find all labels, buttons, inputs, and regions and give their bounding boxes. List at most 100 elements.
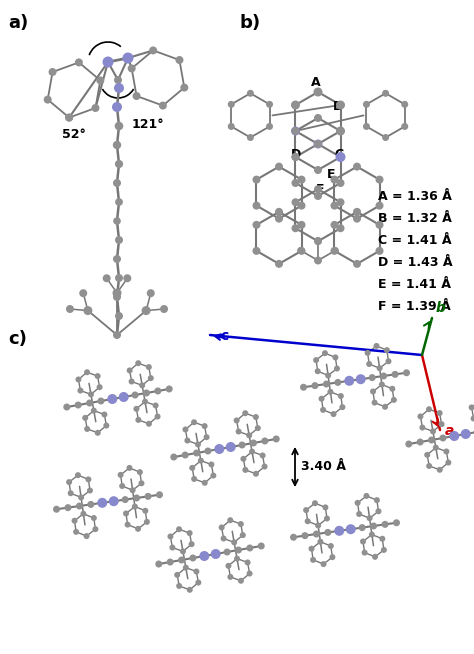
Circle shape: [298, 247, 306, 255]
Circle shape: [75, 402, 82, 409]
Circle shape: [314, 166, 322, 174]
Circle shape: [428, 436, 435, 443]
Circle shape: [92, 526, 99, 532]
Circle shape: [84, 426, 90, 432]
Circle shape: [113, 293, 121, 301]
Circle shape: [353, 260, 361, 268]
Circle shape: [330, 176, 338, 184]
Circle shape: [180, 84, 188, 92]
Text: F = 1.39 Å: F = 1.39 Å: [378, 300, 451, 313]
Circle shape: [374, 497, 380, 503]
Circle shape: [469, 404, 474, 411]
Circle shape: [167, 534, 173, 540]
Circle shape: [114, 76, 122, 84]
Circle shape: [245, 559, 251, 566]
Circle shape: [115, 236, 123, 244]
Circle shape: [184, 438, 191, 443]
Circle shape: [85, 476, 91, 483]
Circle shape: [107, 394, 117, 404]
Circle shape: [202, 480, 208, 486]
Circle shape: [253, 414, 259, 420]
Circle shape: [375, 221, 383, 229]
Circle shape: [332, 354, 338, 360]
Circle shape: [48, 68, 56, 76]
Circle shape: [313, 357, 319, 363]
Circle shape: [190, 555, 196, 562]
Circle shape: [135, 360, 141, 366]
Circle shape: [337, 153, 345, 161]
Circle shape: [115, 160, 123, 168]
Circle shape: [471, 415, 474, 422]
Circle shape: [146, 421, 152, 427]
Circle shape: [91, 515, 97, 521]
Circle shape: [401, 123, 408, 130]
Text: B: B: [333, 100, 342, 113]
Circle shape: [68, 490, 73, 496]
Circle shape: [430, 428, 436, 434]
Circle shape: [122, 52, 134, 63]
Circle shape: [379, 536, 385, 542]
Circle shape: [360, 538, 366, 545]
Circle shape: [370, 388, 376, 394]
Circle shape: [253, 247, 261, 255]
Text: C = 1.41 Å: C = 1.41 Å: [378, 233, 452, 247]
Circle shape: [209, 462, 214, 468]
Circle shape: [242, 467, 248, 473]
Circle shape: [353, 163, 361, 171]
Circle shape: [385, 358, 392, 364]
Circle shape: [329, 554, 336, 560]
Circle shape: [178, 557, 185, 564]
Circle shape: [314, 114, 322, 122]
Circle shape: [127, 465, 132, 471]
Circle shape: [95, 373, 100, 379]
Circle shape: [87, 501, 94, 508]
Circle shape: [382, 134, 389, 141]
Circle shape: [303, 507, 309, 513]
Circle shape: [323, 381, 330, 388]
Circle shape: [310, 557, 316, 563]
Circle shape: [315, 523, 321, 528]
Circle shape: [337, 224, 345, 232]
Circle shape: [91, 104, 100, 112]
Text: A: A: [311, 76, 321, 89]
Circle shape: [64, 404, 70, 411]
Circle shape: [198, 458, 204, 464]
Circle shape: [247, 134, 254, 141]
Circle shape: [328, 388, 333, 395]
Circle shape: [382, 90, 389, 97]
Circle shape: [300, 384, 307, 390]
Circle shape: [381, 547, 387, 553]
Circle shape: [189, 465, 195, 471]
Circle shape: [365, 350, 371, 356]
Circle shape: [356, 511, 362, 517]
Circle shape: [253, 471, 259, 477]
Circle shape: [292, 198, 300, 206]
Text: E = 1.41 Å: E = 1.41 Å: [378, 277, 451, 290]
Circle shape: [113, 217, 121, 225]
Circle shape: [275, 163, 283, 171]
Circle shape: [369, 532, 375, 538]
Circle shape: [336, 101, 345, 109]
Circle shape: [149, 46, 157, 54]
Circle shape: [275, 260, 283, 268]
Circle shape: [142, 398, 148, 405]
Circle shape: [227, 517, 233, 523]
Circle shape: [72, 518, 78, 524]
Circle shape: [191, 476, 197, 482]
Circle shape: [375, 201, 383, 210]
Circle shape: [159, 101, 167, 110]
Circle shape: [128, 65, 136, 73]
Circle shape: [330, 201, 338, 210]
Circle shape: [375, 508, 382, 514]
Circle shape: [115, 312, 123, 320]
Circle shape: [392, 371, 399, 378]
Circle shape: [96, 77, 104, 84]
Circle shape: [328, 543, 334, 549]
Circle shape: [226, 442, 236, 452]
Circle shape: [174, 572, 180, 578]
Circle shape: [375, 176, 383, 184]
Circle shape: [220, 536, 227, 542]
Circle shape: [253, 221, 261, 229]
Circle shape: [292, 179, 300, 187]
Circle shape: [98, 398, 104, 405]
